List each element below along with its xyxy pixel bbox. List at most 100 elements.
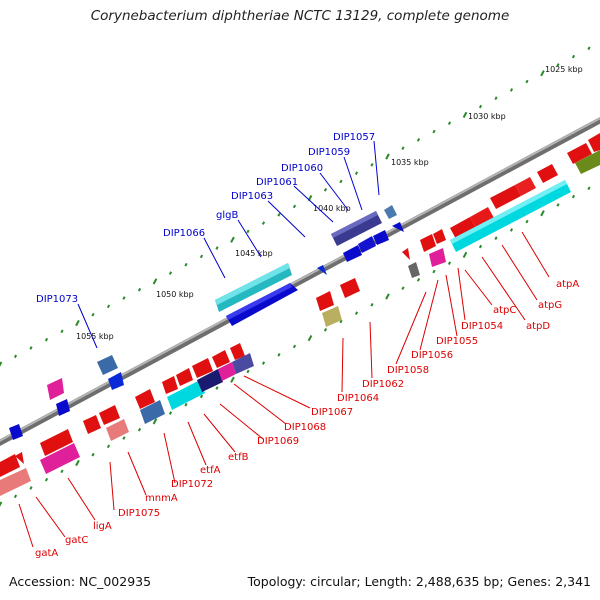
- scale-major-tick: [462, 251, 468, 258]
- scale-dot: [106, 304, 111, 309]
- feature-arrow: [15, 452, 24, 464]
- kbp-label: 1050 kbp: [156, 290, 194, 299]
- feature-arrow: [515, 177, 536, 196]
- scale-dot: [184, 262, 188, 267]
- scale-major-tick: [0, 361, 3, 368]
- feature-block: [0, 468, 31, 496]
- feature-block: [40, 443, 80, 474]
- scale-dot: [587, 186, 591, 191]
- scale-dot: [509, 88, 514, 92]
- scale-major-tick: [152, 418, 158, 425]
- gene-label: etfB: [228, 452, 249, 463]
- scale-dot: [571, 54, 576, 59]
- scale-dot: [277, 212, 281, 217]
- scale-major-tick: [75, 319, 80, 327]
- feature-block: [408, 262, 420, 278]
- feature-arrow: [316, 291, 334, 311]
- gene-label: glgB: [216, 210, 238, 221]
- scale-dot: [323, 188, 328, 192]
- feature-block: [322, 306, 342, 327]
- scale-dot: [13, 354, 18, 359]
- feature-arrow: [317, 265, 327, 275]
- gene-label: gatC: [65, 535, 88, 546]
- scale-dot: [401, 146, 405, 150]
- feature-block: [215, 263, 290, 305]
- gene-label: DIP1064: [337, 393, 379, 404]
- kbp-label: 1055 kbp: [76, 332, 114, 341]
- scale-dot: [199, 394, 204, 399]
- scale-dot: [261, 361, 266, 365]
- scale-dot: [447, 121, 452, 125]
- feature-block: [450, 180, 567, 244]
- scale-dot: [215, 246, 219, 250]
- scale-dot: [168, 411, 173, 415]
- feature-block: [429, 248, 446, 267]
- feature-block: [331, 211, 382, 246]
- feature-arrow: [402, 248, 410, 260]
- scale-dot: [122, 436, 126, 440]
- gene-label: DIP1054: [461, 321, 503, 332]
- gene-label: atpC: [493, 305, 516, 316]
- feature-block: [450, 180, 571, 252]
- gene-label: gatA: [35, 548, 58, 559]
- scale-major-tick: [230, 236, 235, 243]
- scale-dot: [122, 296, 126, 300]
- scale-dot: [184, 402, 188, 407]
- scale-dot: [525, 219, 529, 224]
- gene-label: DIP1072: [171, 479, 213, 490]
- feature-block: [167, 380, 205, 410]
- gene-label: DIP1073: [36, 294, 78, 305]
- gene-label: DIP1055: [436, 336, 478, 347]
- scale-dot: [91, 312, 95, 317]
- feature-block: [47, 378, 64, 400]
- gene-label: DIP1056: [411, 350, 453, 361]
- feature-arrow: [135, 389, 155, 409]
- feature-arrow: [0, 454, 20, 477]
- scale-dot: [556, 203, 560, 207]
- upper-features: [9, 205, 404, 440]
- gene-label: mnmA: [145, 493, 178, 504]
- feature-arrow: [450, 217, 476, 239]
- feature-arrow: [83, 415, 101, 434]
- leader-lines-top: [77, 140, 380, 349]
- kbp-label: 1030 kbp: [468, 112, 506, 121]
- scale-dot: [416, 138, 421, 142]
- scale-dot: [199, 254, 204, 259]
- scale-dot: [246, 369, 250, 374]
- gene-label: DIP1060: [281, 163, 323, 174]
- gene-labels-top: DIP1057 DIP1059 DIP1060 DIP1061 DIP1063 …: [36, 132, 375, 305]
- scale-dot: [292, 344, 297, 349]
- feature-arrow: [340, 278, 360, 298]
- scale-dot: [277, 352, 281, 357]
- feature-arrow: [192, 358, 213, 378]
- scale-dot: [432, 129, 436, 134]
- feature-arrow: [230, 343, 245, 360]
- scale-dot: [106, 444, 111, 449]
- feature-block: [575, 150, 600, 174]
- scale-dot: [60, 329, 64, 334]
- scale-dot: [292, 204, 297, 209]
- scale-dot: [246, 229, 250, 234]
- scale-dot: [168, 271, 173, 275]
- scale-major-tick: [385, 153, 390, 160]
- scale-dot: [354, 311, 359, 315]
- gene-label: etfA: [200, 465, 221, 476]
- feature-arrow: [373, 230, 389, 245]
- feature-arrow: [490, 185, 521, 209]
- kbp-label: 1045 kbp: [235, 249, 273, 258]
- kbp-label: 1040 kbp: [313, 204, 351, 213]
- scale-dot: [339, 179, 343, 184]
- feature-block: [197, 369, 223, 392]
- scale-major-tick: [540, 70, 545, 77]
- scale-dot: [91, 452, 95, 457]
- scale-dot: [401, 286, 405, 290]
- gene-label: DIP1068: [284, 422, 326, 433]
- feature-arrow: [537, 164, 558, 183]
- scale-dot: [137, 427, 142, 432]
- feature-block: [218, 362, 236, 381]
- feature-arrow: [433, 229, 446, 244]
- gene-label: DIP1061: [256, 177, 298, 188]
- scale-dot: [370, 163, 374, 167]
- leader-lines-bottom: [18, 231, 550, 548]
- scale-dot: [29, 346, 33, 350]
